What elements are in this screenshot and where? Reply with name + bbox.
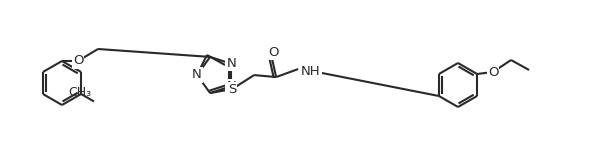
Text: N: N [192, 68, 202, 82]
Text: N: N [226, 57, 236, 70]
Text: O: O [73, 54, 83, 67]
Text: NH: NH [301, 65, 321, 78]
Text: S: S [228, 83, 236, 96]
Text: O: O [488, 66, 499, 79]
Text: O: O [268, 46, 278, 59]
Text: CH₃: CH₃ [68, 86, 91, 98]
Text: N: N [226, 80, 236, 93]
